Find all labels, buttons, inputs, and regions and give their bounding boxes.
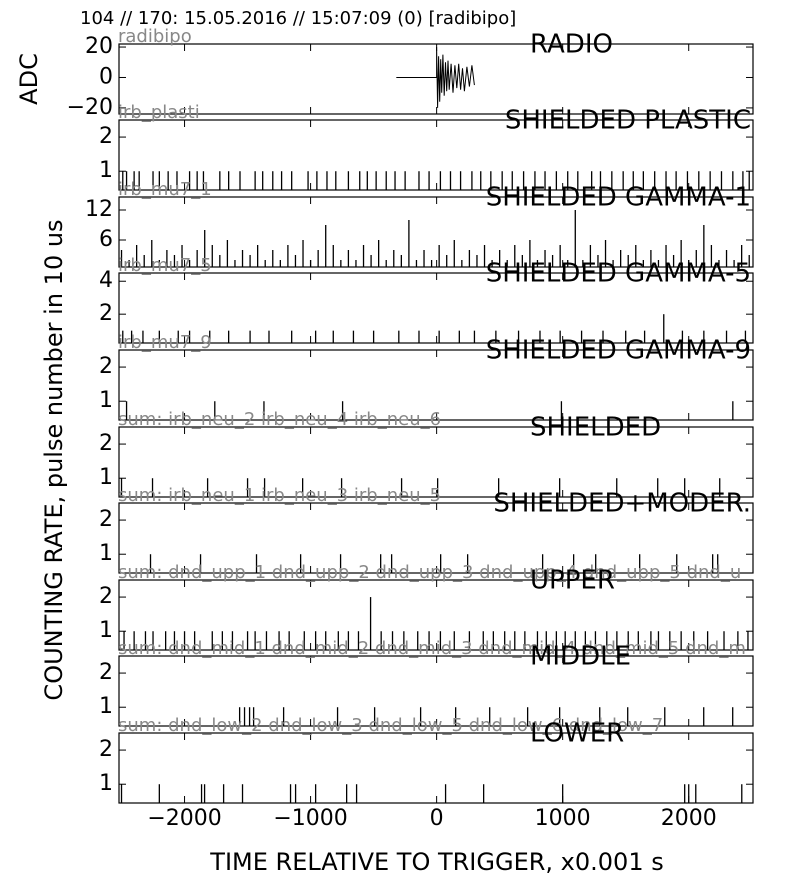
panel-frame <box>118 732 754 804</box>
channel-label: sum: dnd_upp_1 dnd_upp_2 dnd_upp_3 dnd_u… <box>118 562 741 583</box>
y-tick-label: 1 <box>99 694 113 719</box>
panel-marks <box>123 597 749 650</box>
panel-title: SHIELDED GAMMA-1 <box>486 183 751 213</box>
panel-title: RADIO <box>530 30 613 60</box>
channel-label: irb_plasti <box>118 102 200 123</box>
header-title: 104 // 170: 15.05.2016 // 15:07:09 (0) [… <box>80 8 516 29</box>
y-tick-label: 2 <box>99 737 113 762</box>
channel-label: radibipo <box>118 26 192 47</box>
panel-frame <box>118 119 754 191</box>
x-tick-label: 2000 <box>661 806 717 831</box>
panel-frame <box>118 579 754 651</box>
panel-title: SHIELDED PLASTIC <box>505 106 751 136</box>
panel-frame <box>118 272 754 344</box>
x-tick-label: −1000 <box>273 806 347 831</box>
panel-frame <box>118 655 754 727</box>
panel-y-label: ADC <box>15 53 43 105</box>
panel-frame <box>118 43 754 115</box>
panel-marks <box>120 784 743 803</box>
y-tick-label: 2 <box>99 507 113 532</box>
panel-marks <box>396 46 475 108</box>
channel-label: sum: irb_neu_1 irb_neu_3 irb_neu_5 <box>118 485 441 506</box>
channel-label: sum: irb_neu_2 irb_neu_4 irb_neu_6 <box>118 409 441 430</box>
panel-title: SHIELDED+MODER. <box>493 489 751 519</box>
x-tick-label: 0 <box>430 806 444 831</box>
channel-label: sum: dnd_mid_1 dnd_mid_2 dnd_mid_3 dnd_m… <box>118 638 746 659</box>
y-tick-label: 6 <box>99 227 113 252</box>
x-axis-label: TIME RELATIVE TO TRIGGER, x0.001 s <box>209 848 663 876</box>
y-tick-label: 4 <box>99 268 113 293</box>
panel-title: LOWER <box>530 719 624 749</box>
panel-frame <box>118 349 754 421</box>
panel-title: MIDDLE <box>530 642 631 672</box>
y-tick-label: 12 <box>85 197 113 222</box>
channel-label: irb_mu7_9 <box>118 332 212 353</box>
y-tick-label: −20 <box>67 95 113 120</box>
x-tick-label: 1000 <box>535 806 591 831</box>
y-tick-label: 1 <box>99 388 113 413</box>
channel-label: irb_mu7_1 <box>118 179 212 200</box>
y-tick-label: 2 <box>99 584 113 609</box>
y-tick-label: 2 <box>99 431 113 456</box>
y-tick-label: 2 <box>99 660 113 685</box>
y-tick-label: 2 <box>99 124 113 149</box>
panel-title: SHIELDED GAMMA-5 <box>486 259 751 289</box>
y-tick-label: 20 <box>85 34 113 59</box>
panel-title: SHIELDED <box>530 413 661 443</box>
panel-marks <box>125 401 734 420</box>
y-tick-label: 1 <box>99 771 113 796</box>
y-axis-label: COUNTING RATE, pulse number in 10 us <box>40 219 68 700</box>
waveform <box>396 46 475 108</box>
y-tick-label: 0 <box>99 64 113 89</box>
y-tick-label: 1 <box>99 618 113 643</box>
channel-label: irb_mu7_5 <box>118 255 212 276</box>
x-tick-label: −2000 <box>147 806 221 831</box>
panel-marks <box>120 210 750 267</box>
panel-marks <box>122 171 750 190</box>
panel-title: SHIELDED GAMMA-9 <box>486 336 751 366</box>
y-tick-label: 1 <box>99 541 113 566</box>
panel-frame <box>118 502 754 574</box>
y-tick-label: 1 <box>99 465 113 490</box>
y-tick-label: 1 <box>99 158 113 183</box>
panel-frame <box>118 196 754 268</box>
panel-title: UPPER <box>530 566 615 596</box>
y-tick-label: 2 <box>99 354 113 379</box>
y-tick-label: 2 <box>99 301 113 326</box>
panel-marks <box>120 478 721 497</box>
panel-marks <box>149 554 719 573</box>
panel-marks <box>238 707 734 726</box>
panel-frame <box>118 426 754 498</box>
panel-marks <box>122 314 747 343</box>
channel-label: sum: dnd_low_2 dnd_low_3 dnd_low_5 dnd_l… <box>118 715 663 736</box>
